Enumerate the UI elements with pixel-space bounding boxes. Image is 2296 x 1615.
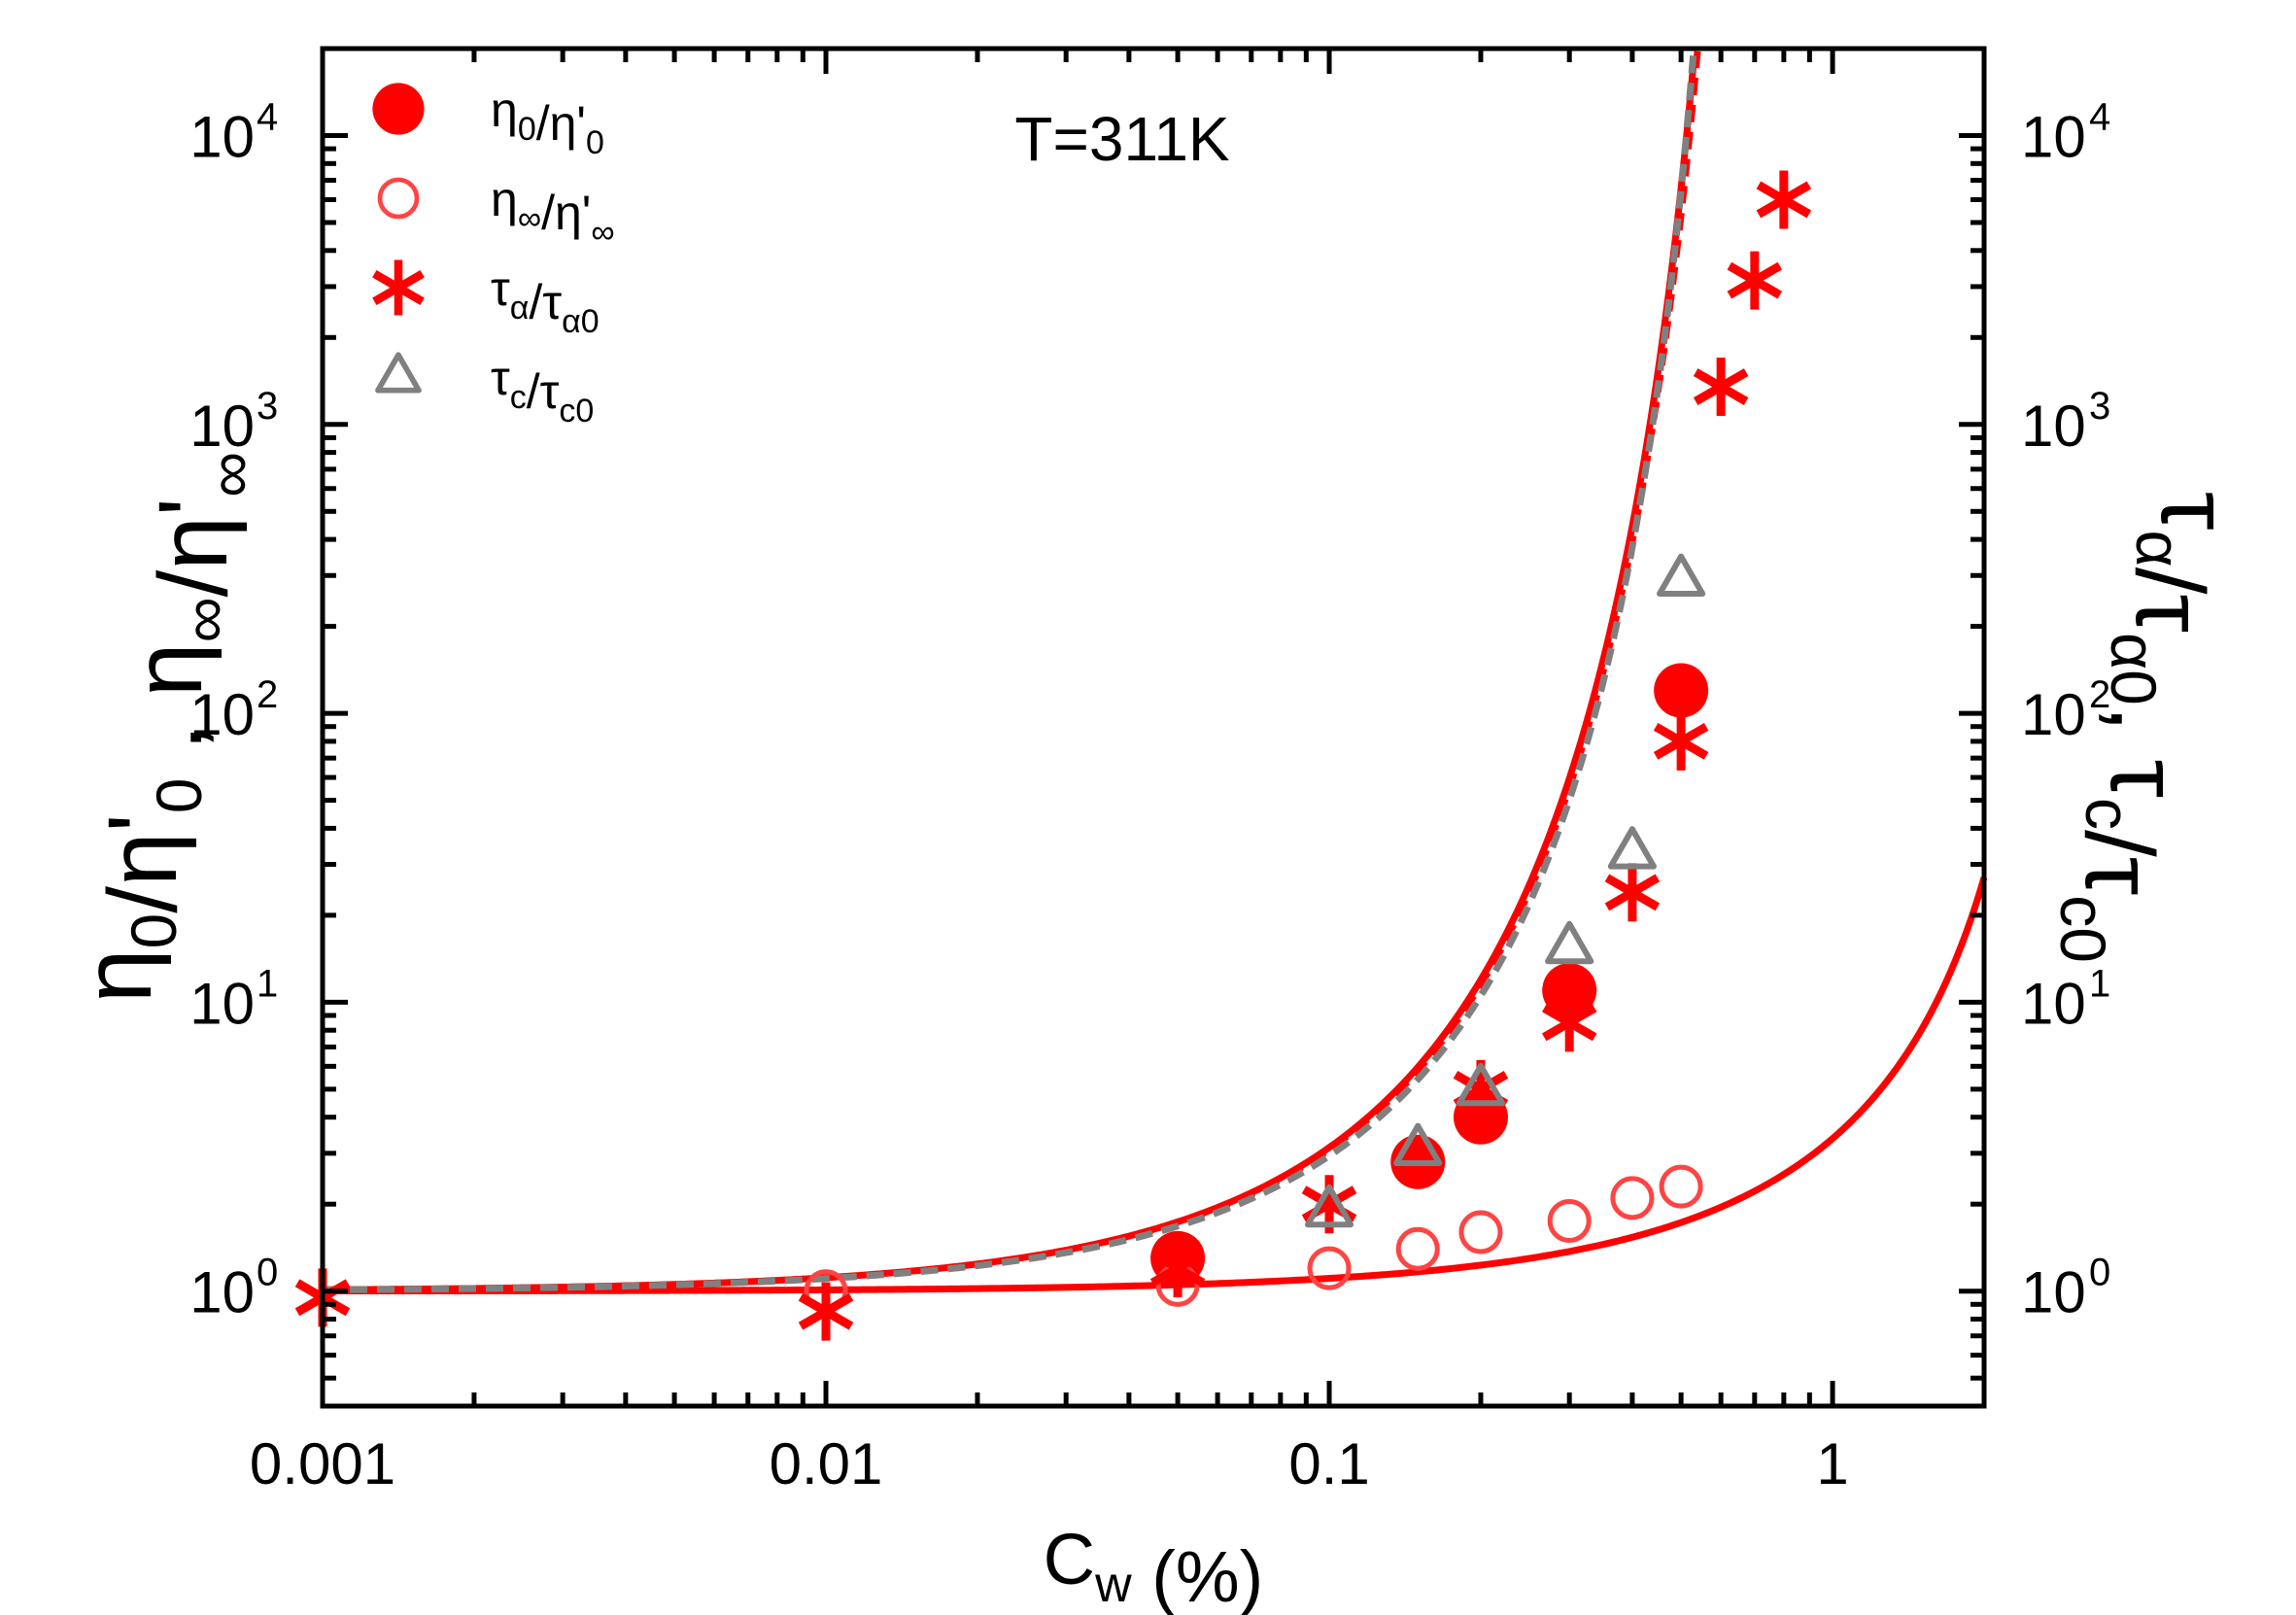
y-tick-exp-left: 3: [257, 385, 278, 428]
y-tick-exp-right: 1: [2089, 962, 2110, 1005]
legend-label-taualpha-taualpha0: τα/τα0: [491, 261, 600, 340]
point-taualpha-taualpha0-5: [1541, 993, 1597, 1052]
fit-fit-etainf-eta-inf: [323, 876, 1988, 1295]
series-tauc-tauc0: [1305, 553, 1706, 1228]
temperature-annotation: T=311K: [1014, 104, 1229, 174]
legend-item-eta0-eta-0: η0/η'0: [372, 83, 604, 161]
point-taualpha-taualpha0-7-arm: [1653, 723, 1709, 760]
legend-marker-etainf-eta-inf: [377, 177, 420, 220]
x-tick-label: 1: [1816, 1431, 1848, 1496]
legend-item-etainf-eta-inf: η∞/η'∞: [377, 172, 615, 251]
y-tick-exp-right: 0: [2089, 1252, 2110, 1294]
x-tick-label: 0.01: [770, 1431, 883, 1496]
legend-marker-eta0-eta-0: [372, 83, 425, 135]
x-tick-label: 0.1: [1288, 1431, 1369, 1496]
point-etainf-eta-inf-5: [1547, 1198, 1592, 1243]
y-tick-label-right: 10: [2021, 682, 2086, 747]
y-tick-label-right: 10: [2021, 394, 2086, 459]
y-tick-exp-left: 0: [257, 1252, 278, 1294]
point-taualpha-taualpha0-9: [1727, 251, 1783, 310]
legend-marker-tauc-tauc0: [375, 352, 422, 394]
y-tick-exp-right: 3: [2089, 385, 2110, 428]
point-taualpha-taualpha0-8-arm: [1693, 368, 1749, 405]
point-taualpha-taualpha0-6: [1604, 863, 1661, 922]
x-tick-label: 0.001: [250, 1431, 395, 1496]
fit-curves: [322, 51, 1988, 1295]
point-etainf-eta-inf-3: [1395, 1226, 1440, 1271]
point-taualpha-taualpha0-5-arm: [1541, 1004, 1597, 1042]
point-taualpha-taualpha0-8: [1693, 358, 1749, 417]
point-tauc-tauc0-1: [1393, 1122, 1443, 1166]
y-tick-exp-right: 4: [2089, 95, 2110, 138]
point-tauc-tauc0-3: [1545, 920, 1594, 965]
series-eta0-eta-0: [1150, 663, 1709, 1286]
point-taualpha-taualpha0-10: [1756, 170, 1812, 229]
point-taualpha-taualpha0-2: [1149, 1239, 1206, 1298]
point-etainf-eta-inf-4: [1458, 1210, 1503, 1254]
y-tick-label-right: 10: [2021, 104, 2086, 169]
axes: [320, 46, 1987, 1409]
point-taualpha-taualpha0-6-arm: [1604, 874, 1661, 911]
point-taualpha-taualpha0-9-arm: [1727, 261, 1783, 299]
legend-label-etainf-eta-inf: η∞/η'∞: [491, 172, 615, 251]
point-taualpha-taualpha0-7: [1653, 711, 1709, 771]
legend-marker-taualpha-taualpha0-arm: [372, 270, 425, 305]
y-tick-label-right: 10: [2021, 971, 2086, 1036]
y-tick-exp-left: 2: [257, 673, 278, 716]
fit-fit-tauc-tauc0: [322, 53, 1697, 1293]
y-tick-label-left: 10: [189, 104, 255, 169]
legend-marker-taualpha-taualpha0: [372, 259, 425, 316]
point-tauc-tauc0-4: [1607, 826, 1657, 870]
y-tick-label-left: 10: [189, 1260, 255, 1325]
point-taualpha-taualpha0-10-arm: [1756, 181, 1812, 219]
point-etainf-eta-inf-6: [1610, 1176, 1655, 1220]
series-etainf-eta-inf: [804, 1164, 1703, 1314]
x-axis-title: Cw (%): [1044, 1519, 1264, 1615]
point-etainf-eta-inf-2: [1307, 1246, 1352, 1290]
legend-item-taualpha-taualpha0: τα/τα0: [372, 259, 600, 340]
point-tauc-tauc0-0: [1305, 1184, 1354, 1228]
y-tick-exp-left: 1: [257, 962, 278, 1005]
y-tick-label-right: 10: [2021, 1260, 2086, 1325]
y-tick-exp-right: 2: [2089, 673, 2110, 716]
point-tauc-tauc0-2: [1456, 1062, 1506, 1107]
legend-item-tauc-tauc0: τc/τc0: [375, 351, 594, 430]
y-tick-exp-left: 4: [257, 95, 278, 138]
point-tauc-tauc0-5: [1657, 553, 1706, 597]
y-tick-label-left: 10: [189, 682, 255, 747]
legend: η0/η'0 η∞/η'∞ τα/τα0 τc/τc0: [372, 83, 615, 430]
legend-label-tauc-tauc0: τc/τc0: [491, 351, 594, 430]
point-taualpha-taualpha0-1: [798, 1282, 854, 1341]
y-tick-label-left: 10: [189, 394, 255, 459]
point-taualpha-taualpha0-1-arm: [798, 1292, 854, 1330]
y-axis-title-right: τα/τα0, τc/τc0: [2047, 492, 2249, 963]
point-eta0-eta-0-3: [1542, 963, 1597, 1018]
point-eta0-eta-0-4: [1654, 663, 1709, 718]
y-tick-label-left: 10: [189, 971, 255, 1036]
point-etainf-eta-inf-7: [1659, 1164, 1703, 1209]
y-axis-title-left: η0/η'0 , η∞/η'∞: [63, 452, 265, 1003]
legend-label-eta0-eta-0: η0/η'0: [491, 83, 604, 161]
point-taualpha-taualpha0-2-arm: [1149, 1250, 1206, 1288]
